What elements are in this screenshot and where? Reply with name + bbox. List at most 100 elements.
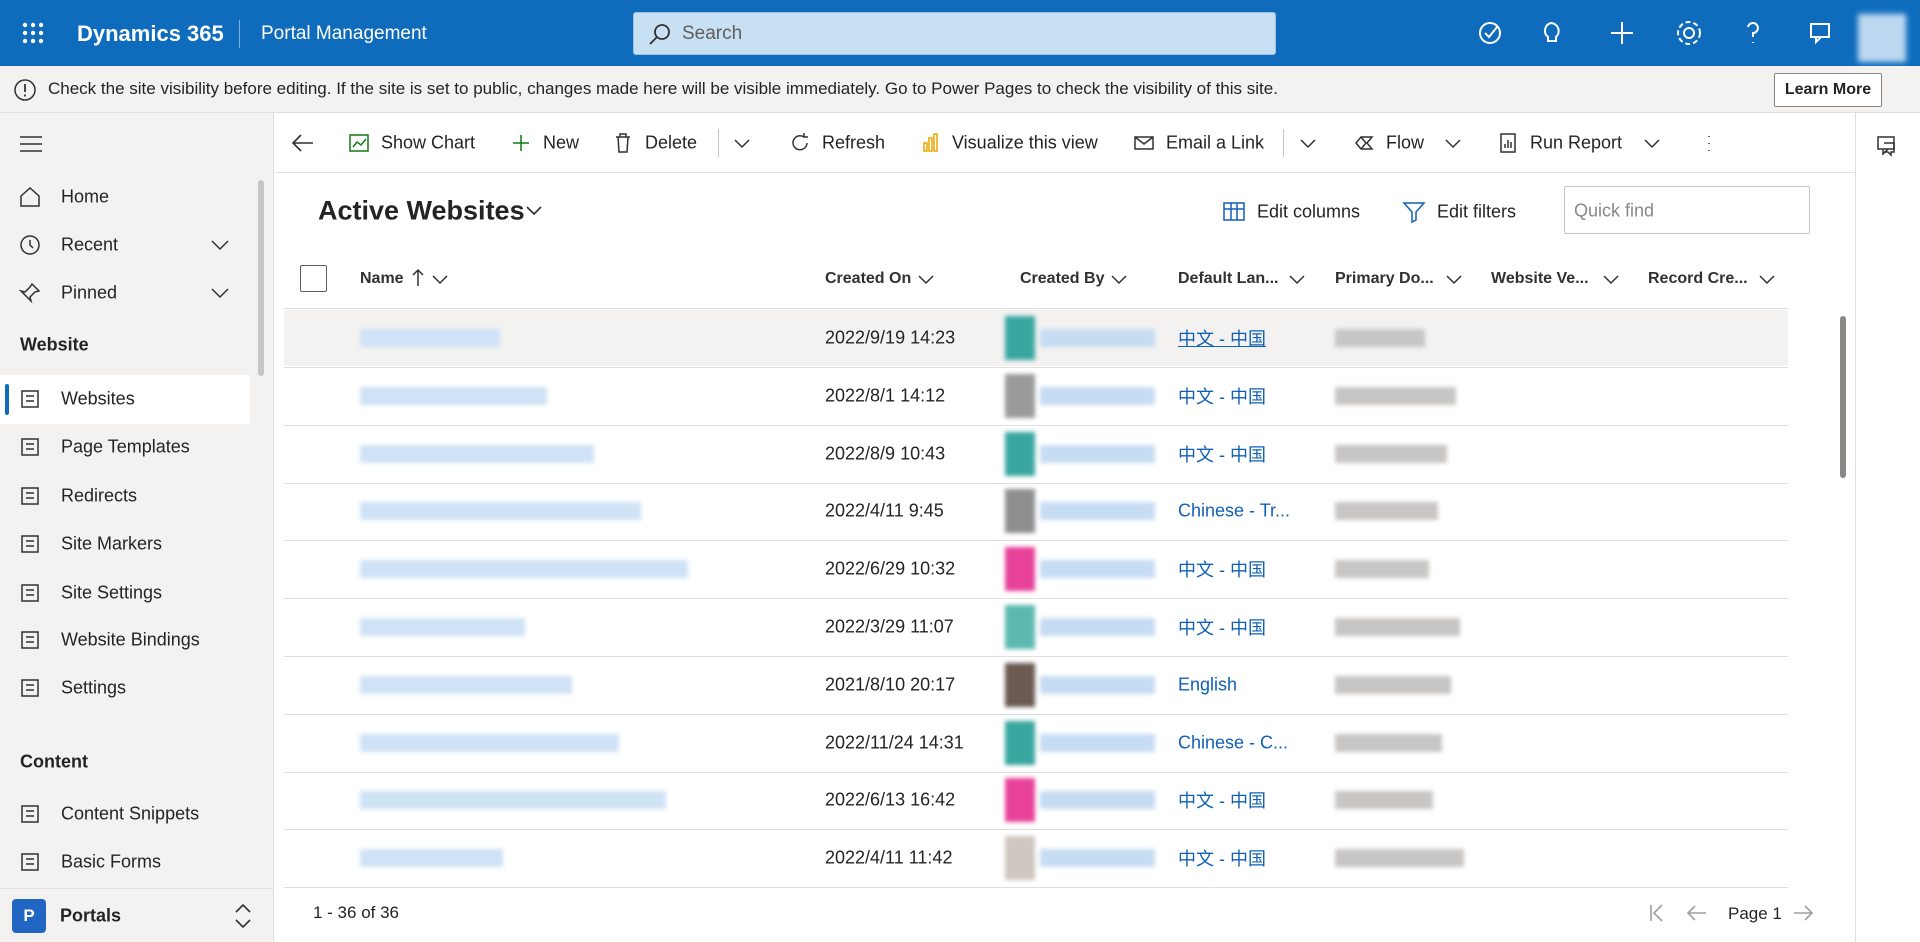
name-redacted[interactable] [360,675,572,694]
language-link[interactable]: 中文 - 中国 [1178,791,1266,812]
learn-more-button[interactable]: Learn More [1774,73,1882,107]
select-all-checkbox[interactable] [300,265,327,292]
scrollbar[interactable] [258,180,264,376]
quick-find[interactable]: Quick find [1564,186,1810,234]
icon [20,235,40,255]
search-box[interactable]: Search [633,12,1276,55]
pager-arrows[interactable] [1648,902,1818,924]
name-redacted[interactable] [360,791,666,810]
column-header[interactable]: Default Lan... [1178,270,1279,287]
edit-columns-icon [1223,202,1245,221]
app-name[interactable]: Dynamics 365 [77,21,224,46]
name-redacted[interactable] [360,618,525,636]
creator-redacted [1040,444,1155,463]
name-redacted[interactable] [360,329,500,347]
nav-item[interactable]: Site Settings [61,582,163,603]
search-icon [649,24,670,45]
language-link[interactable]: 中文 - 中国 [1178,849,1266,870]
view-title[interactable]: Active Websites [318,195,525,226]
search-placeholder: Search [682,23,743,44]
nav-item[interactable]: Recent [61,234,119,255]
command-button[interactable]: New [543,132,580,153]
name-redacted[interactable] [360,849,503,868]
nav-item[interactable]: Basic Forms [61,851,162,872]
language-link[interactable]: 中文 - 中国 [1178,444,1266,465]
language-link[interactable]: Chinese - C... [1178,732,1289,753]
created-on: 2022/6/29 10:32 [825,558,956,579]
selected-item-bg [0,375,250,424]
icon [432,275,448,285]
nav-item[interactable]: Websites [61,388,135,409]
separator [1283,129,1284,157]
icon [1289,275,1305,285]
column-header[interactable]: Created On [825,270,912,287]
app-launcher[interactable] [22,22,44,44]
area-switcher[interactable]: P Portals [0,888,273,942]
column-header[interactable]: Name [360,270,404,287]
nav-item[interactable]: Website Bindings [61,629,200,650]
row-divider [284,482,1788,484]
icon [1603,275,1619,285]
name-redacted[interactable] [360,560,688,579]
nav-item[interactable]: Redirects [61,485,138,506]
command-button[interactable]: Email a Link [1166,132,1265,153]
view-chevron[interactable] [525,204,543,218]
edit-columns[interactable]: Edit columns [1257,201,1361,222]
command-button[interactable]: Flow [1386,132,1425,153]
domain-redacted [1335,675,1451,694]
grid-scrollbar[interactable] [1840,316,1846,478]
header-icons[interactable] [1476,18,1856,48]
back-button[interactable] [291,133,315,153]
notification-bar: Check the site visibility before editing… [0,66,1920,113]
column-header[interactable]: Created By [1020,270,1105,287]
nav-item[interactable]: Page Templates [61,436,190,457]
language-link[interactable]: Chinese - Tr... [1178,500,1291,521]
column-header[interactable]: Primary Do... [1335,270,1434,287]
language-link[interactable]: 中文 - 中国 [1178,386,1266,407]
nav-item[interactable]: Content Snippets [61,803,200,824]
chat-icon[interactable] [1876,135,1902,159]
edit-filters[interactable]: Edit filters [1437,201,1517,222]
name-redacted[interactable] [360,444,594,463]
command-button[interactable]: Visualize this view [952,132,1098,153]
icon [1300,139,1316,149]
icon [20,186,40,207]
created-on: 2022/8/1 14:12 [825,385,946,406]
icon [21,853,39,871]
name-redacted[interactable] [360,502,641,521]
area-name[interactable]: Portal Management [261,23,427,44]
user-avatar[interactable] [1858,14,1906,62]
avatar-redacted [1005,373,1035,418]
command-button[interactable]: Run Report [1530,132,1623,153]
creator-redacted [1040,386,1155,405]
language-link[interactable]: 中文 - 中国 [1178,560,1266,581]
name-redacted[interactable] [360,733,619,752]
creator-redacted [1040,791,1155,810]
command-button[interactable]: Refresh [822,132,886,153]
row-divider [284,771,1788,773]
icon [616,133,630,153]
icon [1644,139,1660,149]
column-header[interactable]: Record Cre... [1648,270,1748,287]
menu-toggle[interactable] [20,135,44,153]
edit-filters-icon [1402,202,1426,224]
row-divider [284,656,1788,657]
nav-item[interactable]: Site Markers [61,533,163,554]
language-link[interactable]: 中文 - 中国 [1178,618,1266,638]
name-redacted[interactable] [360,386,547,405]
language-link[interactable]: 中文 - 中国 [1178,329,1266,349]
column-header[interactable]: Website Ve... [1491,270,1589,287]
row-divider [284,829,1788,831]
nav-item[interactable]: Settings [61,677,127,698]
domain-redacted [1335,444,1447,463]
nav-item[interactable]: Home [61,186,110,207]
icon [21,631,39,649]
avatar-redacted [1005,547,1035,592]
command-button[interactable]: Delete [645,132,698,153]
language-link[interactable]: English [1178,674,1238,695]
info-icon [14,79,36,101]
command-button[interactable]: Show Chart [381,132,476,153]
area-switch-icon [235,903,251,929]
nav-item[interactable]: Pinned [61,282,118,303]
icon [21,390,39,408]
